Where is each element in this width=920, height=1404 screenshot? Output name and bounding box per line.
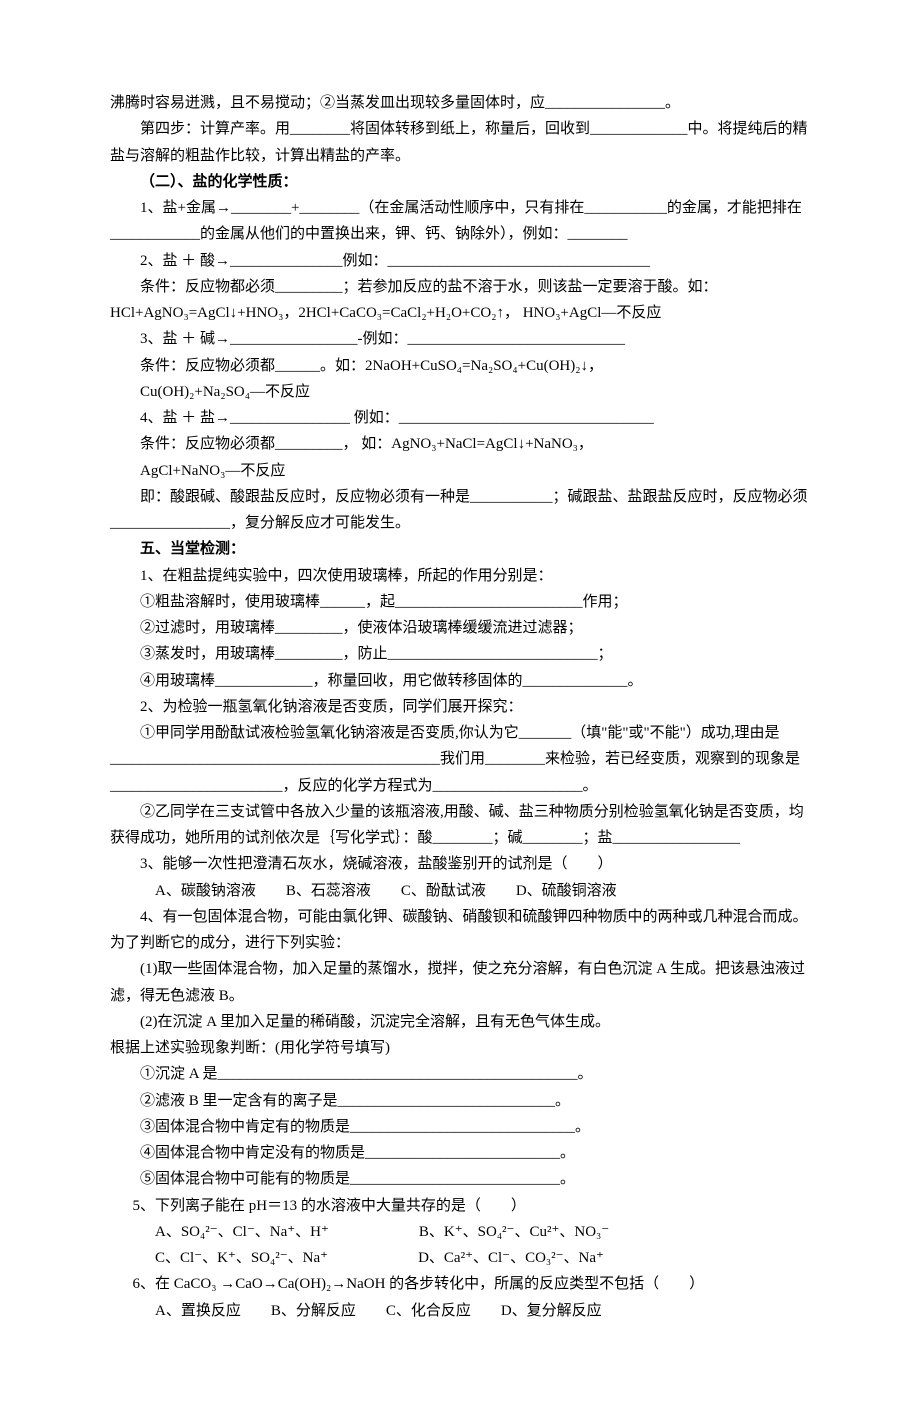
- question-sub: ①甲同学用酚酞试液检验氢氧化钠溶液是否变质,你认为它_______（填"能"或"…: [110, 720, 810, 799]
- section-heading: （二）、盐的化学性质：: [110, 169, 810, 195]
- body-text: 条件：反应物必须都_________， 如：AgNO₃+NaCl=AgCl↓+N…: [110, 431, 810, 457]
- body-text: 沸腾时容易迸溅，且不易搅动；②当蒸发皿出现较多量固体时，应___________…: [110, 90, 810, 116]
- question-text: 4、有一包固体混合物，可能由氯化钾、碳酸钠、硝酸钡和硫酸钾四种物质中的两种或几种…: [110, 904, 810, 957]
- question-sub: ②乙同学在三支试管中各放入少量的该瓶溶液,用酸、碱、盐三种物质分别检验氢氧化钠是…: [110, 799, 810, 852]
- question-options: C、Cl⁻、K⁺、SO₄²⁻、Na⁺ D、Ca²⁺、Cl⁻、CO₃²⁻、Na⁺: [110, 1245, 810, 1271]
- body-text: 即：酸跟碱、酸跟盐反应时，反应物必须有一种是___________；碱跟盐、盐跟…: [110, 484, 810, 537]
- question-sub: ①粗盐溶解时，使用玻璃棒______，起____________________…: [110, 589, 810, 615]
- question-sub: ③固体混合物中肯定有的物质是__________________________…: [110, 1114, 810, 1140]
- question-text: 3、能够一次性把澄清石灰水，烧碱溶液，盐酸鉴别开的试剂是（ ）: [110, 851, 810, 877]
- question-text: 2、为检验一瓶氢氧化钠溶液是否变质，同学们展开探究：: [110, 694, 810, 720]
- body-text: 4、盐 ＋ 盐→________________ 例如：____________…: [110, 405, 810, 431]
- question-text: 1、在粗盐提纯实验中，四次使用玻璃棒，所起的作用分别是：: [110, 563, 810, 589]
- body-text: AgCl+NaNO₃—不反应: [110, 458, 810, 484]
- question-sub: (2)在沉淀 A 里加入足量的稀硝酸，沉淀完全溶解，且有无色气体生成。: [110, 1009, 810, 1035]
- body-text: 条件：反应物必须都______。如：2NaOH+CuSO₄=Na₂SO₄+Cu(…: [110, 353, 810, 379]
- body-text: Cu(OH)₂+Na₂SO₄—不反应: [110, 379, 810, 405]
- body-text: 条件：反应物都必须_________；若参加反应的盐不溶于水，则该盐一定要溶于酸…: [110, 274, 810, 327]
- question-text: 6、在 CaCO₃ →CaO→Ca(OH)₂→NaOH 的各步转化中，所属的反应…: [110, 1271, 810, 1297]
- question-sub: ②滤液 B 里一定含有的离子是_________________________…: [110, 1088, 810, 1114]
- body-text: 2、盐 ＋ 酸→_______________例如：______________…: [110, 248, 810, 274]
- question-sub: 根据上述实验现象判断：(用化学符号填写): [110, 1035, 810, 1061]
- section-heading: 五、当堂检测：: [110, 536, 810, 562]
- question-sub: ①沉淀 A 是_________________________________…: [110, 1061, 810, 1087]
- question-text: 5、下列离子能在 pH＝13 的水溶液中大量共存的是（ ）: [110, 1193, 810, 1219]
- question-options: A、SO₄²⁻、Cl⁻、Na⁺、H⁺ B、K⁺、SO₄²⁻、Cu²⁺、NO₃⁻: [110, 1219, 810, 1245]
- document-page: 沸腾时容易迸溅，且不易搅动；②当蒸发皿出现较多量固体时，应___________…: [0, 0, 920, 1404]
- body-text: 第四步：计算产率。用________将固体转移到纸上，称量后，回收到______…: [110, 116, 810, 169]
- body-text: 1、盐+金属→________+________（在金属活动性顺序中，只有排在_…: [110, 195, 810, 248]
- question-sub: ③蒸发时，用玻璃棒_________，防止___________________…: [110, 641, 810, 667]
- question-sub: ④固体混合物中肯定没有的物质是_________________________…: [110, 1140, 810, 1166]
- question-options: A、置换反应 B、分解反应 C、化合反应 D、复分解反应: [110, 1298, 810, 1324]
- question-options: A、碳酸钠溶液 B、石蕊溶液 C、酚酞试液 D、硫酸铜溶液: [110, 878, 810, 904]
- question-sub: ⑤固体混合物中可能有的物质是__________________________…: [110, 1166, 810, 1192]
- body-text: 3、盐 ＋ 碱→_________________-例如：___________…: [110, 326, 810, 352]
- question-sub: (1)取一些固体混合物，加入足量的蒸馏水，搅拌，使之充分溶解，有白色沉淀 A 生…: [110, 956, 810, 1009]
- question-sub: ④用玻璃棒_____________，称量回收，用它做转移固体的________…: [110, 668, 810, 694]
- question-sub: ②过滤时，用玻璃棒_________，使液体沿玻璃棒缓缓流进过滤器；: [110, 615, 810, 641]
